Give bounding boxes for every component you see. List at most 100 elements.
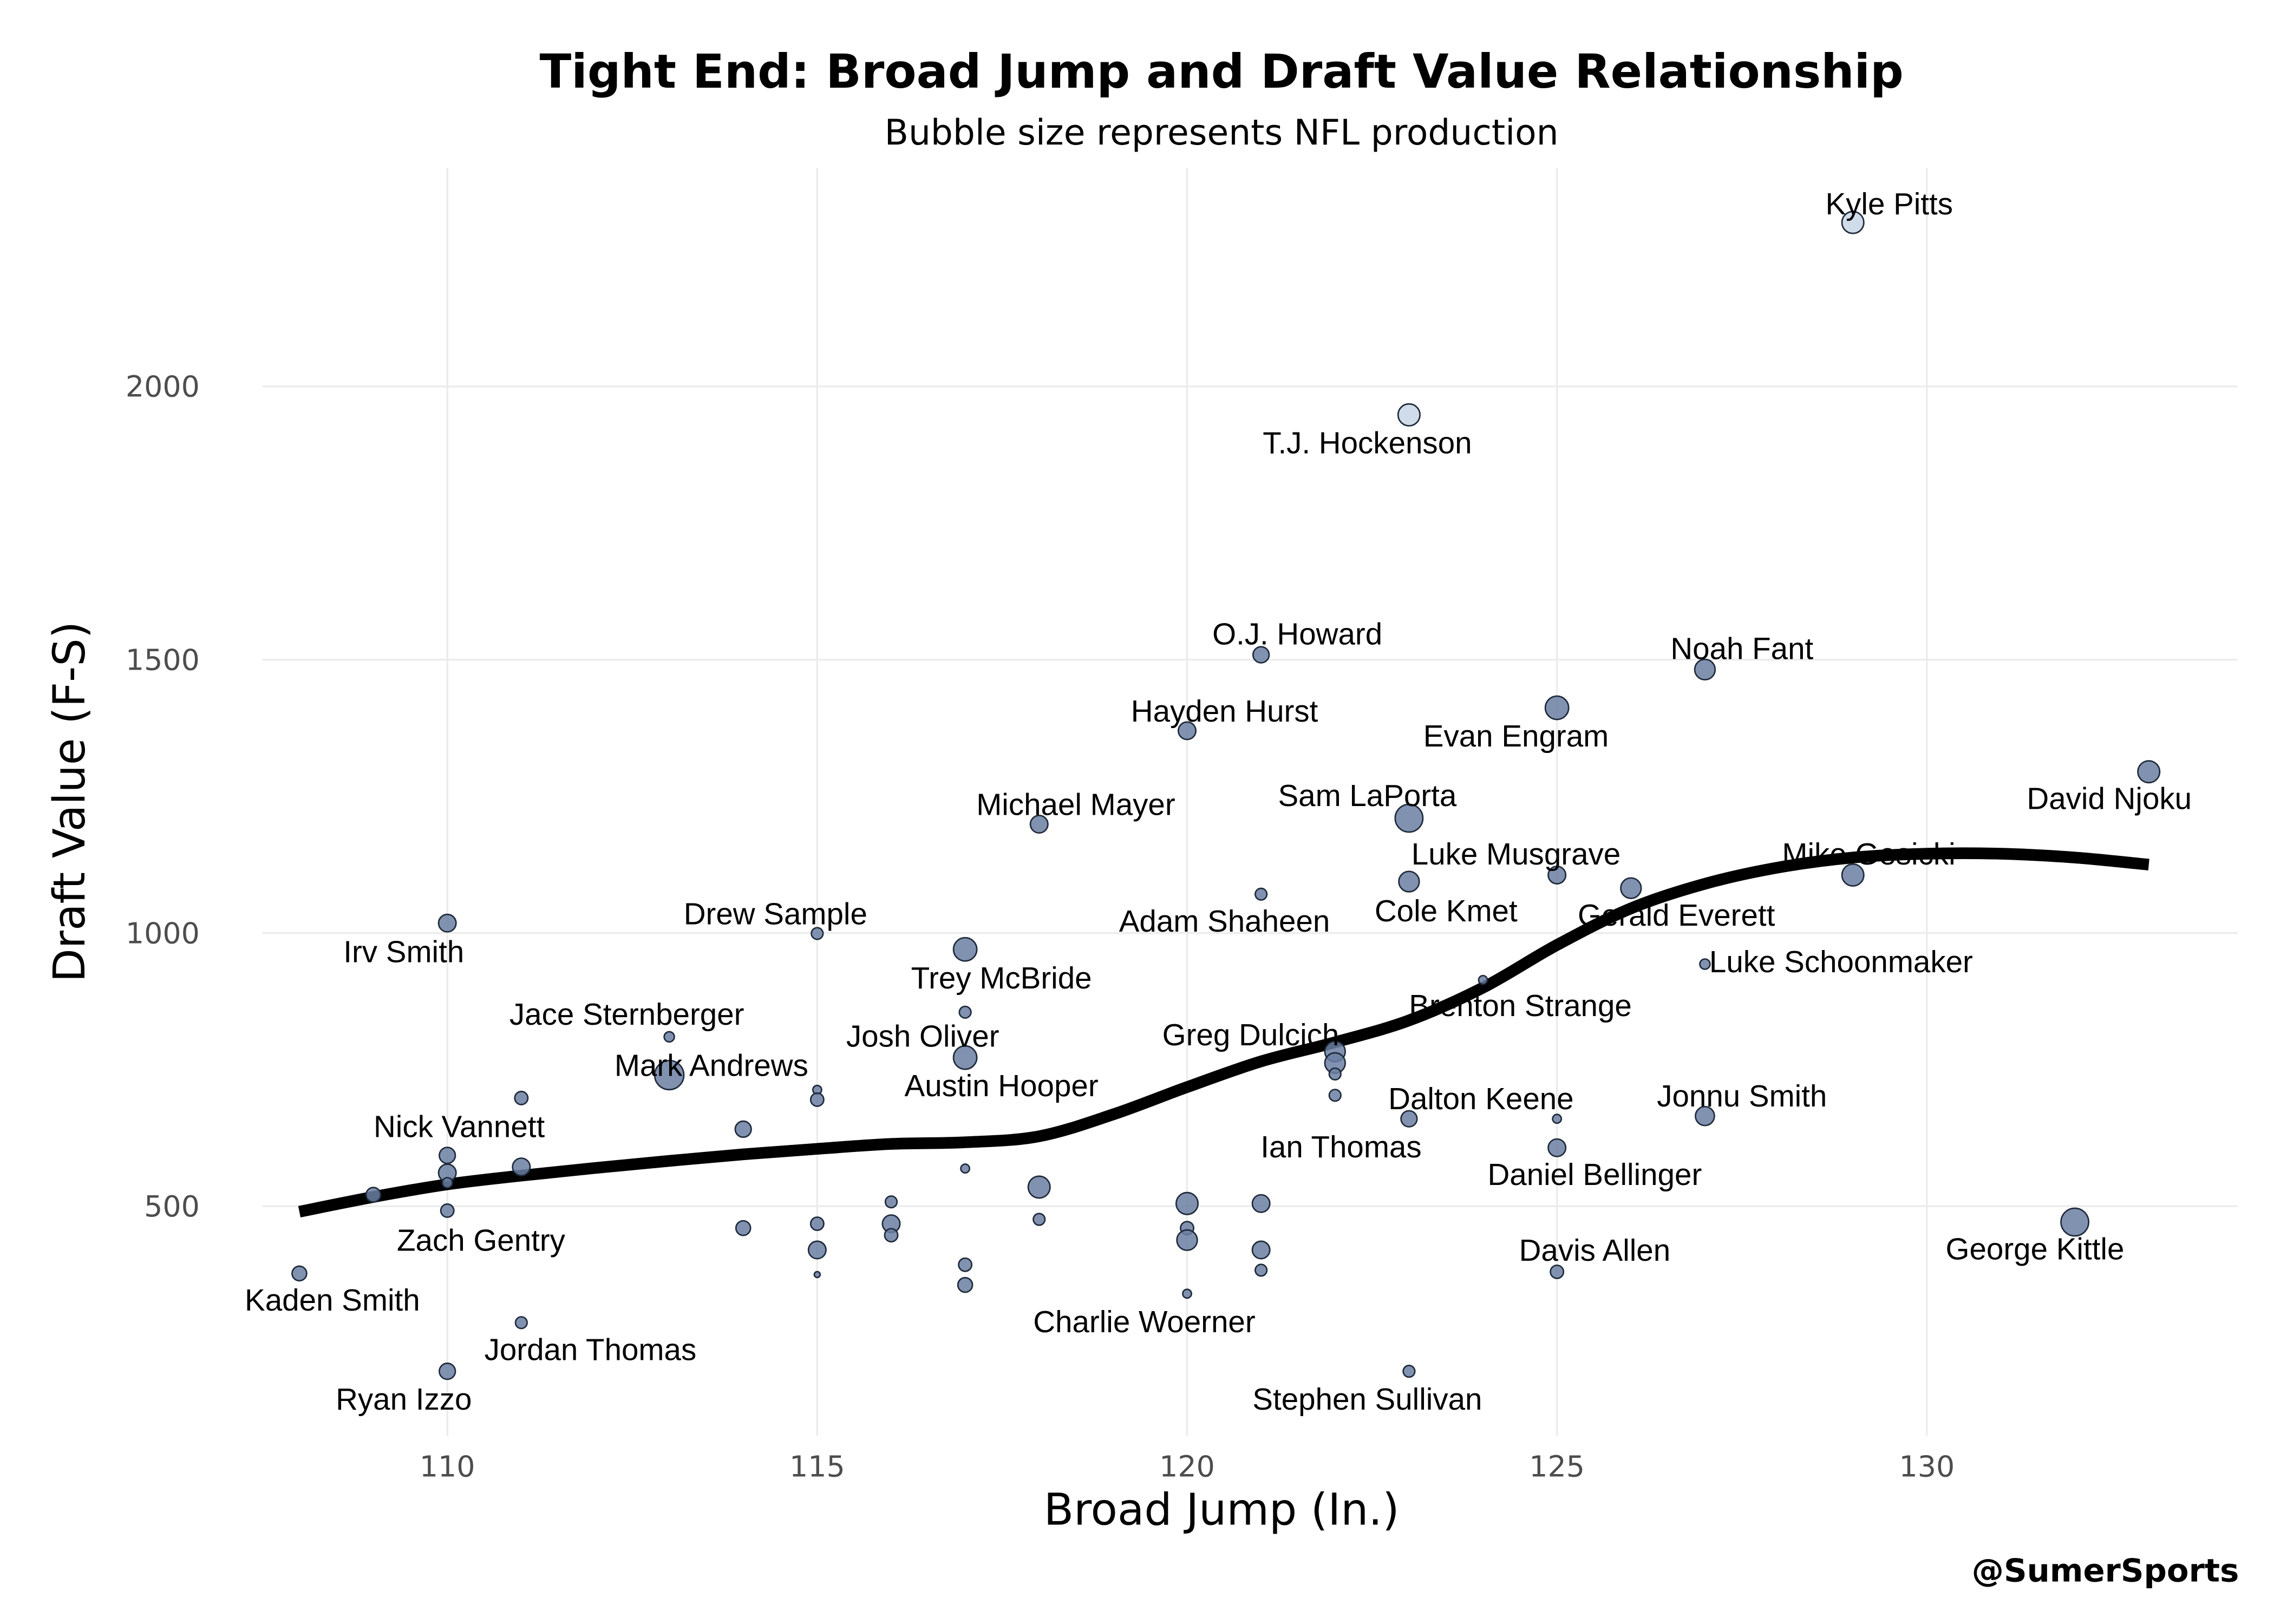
data-point [1402,1365,1416,1378]
data-point [1182,1288,1192,1299]
data-point [1547,865,1567,885]
point-label: Cole Kmet [1375,894,1518,928]
y-tick-label: 1000 [126,916,200,950]
data-point [1550,1264,1565,1279]
data-point [654,1059,685,1091]
data-point [1254,887,1268,901]
point-label: Stephen Sullivan [1252,1382,1482,1416]
data-point [439,1147,456,1164]
point-label: Luke Schoonmaker [1709,945,1973,979]
point-label: Mark Andrews [615,1048,808,1082]
point-label: Adam Shaheen [1119,904,1330,938]
data-point [437,913,457,933]
point-label: David Njoku [2027,782,2192,816]
point-label: Drew Sample [684,896,867,931]
data-point [960,1163,971,1174]
data-point [1547,1138,1567,1157]
y-axis-title: Draft Value (F-S) [44,621,95,982]
point-label: Ryan Izzo [336,1382,472,1416]
data-point [365,1187,382,1203]
tick-labels: 110 115 120 125 130 500 1000 1500 2000 [126,370,1955,1484]
data-point [2137,760,2161,784]
data-point [958,1257,973,1272]
data-point [1397,403,1421,427]
data-point [1033,1213,1046,1226]
point-label: Luke Musgrave [1412,837,1620,871]
data-point [952,1045,978,1070]
point-label: Josh Oliver [846,1019,999,1053]
trend-line [298,847,2149,1217]
point-label: Austin Hooper [905,1069,1099,1103]
data-point [440,1203,455,1218]
data-point [958,1005,972,1019]
data-point [1328,1089,1342,1102]
y-tick-label: 500 [144,1189,200,1223]
data-point [1695,1105,1715,1127]
data-point [514,1090,529,1105]
point-label: Mike Gesicki [1782,837,1955,871]
chart-subtitle: Bubble size represents NFL production [885,113,1559,153]
point-label: Jonnu Smith [1657,1079,1827,1113]
data-point [1254,1263,1268,1277]
data-point [809,1092,825,1107]
data-point [1841,211,1865,234]
data-point [811,927,824,940]
data-point [291,1265,308,1282]
point-label: Davis Allen [1519,1233,1671,1267]
data-point [1176,1229,1198,1252]
data-point [735,1220,752,1236]
data-point [663,1031,675,1043]
data-point [1694,658,1716,681]
point-label: Irv Smith [343,934,464,968]
data-point [1394,803,1424,833]
data-point [1029,815,1049,834]
x-tick-label: 115 [789,1450,845,1484]
data-point [884,1195,898,1209]
data-point [1251,1194,1271,1213]
y-tick-label: 1500 [126,643,200,677]
chart-title: Tight End: Broad Jump and Draft Value Re… [540,45,1904,99]
data-point [952,937,978,962]
point-label: Brenton Strange [1409,988,1632,1023]
point-label: Zach Gentry [397,1223,566,1257]
data-point [957,1276,973,1293]
data-point [1699,958,1711,970]
points-group [291,211,2161,1380]
data-point [1328,1067,1342,1081]
point-label: Charlie Woerner [1033,1305,1255,1339]
point-label: Sam LaPorta [1278,778,1456,813]
y-tick-label: 2000 [126,370,200,404]
data-point [439,1363,456,1380]
data-point [2060,1207,2090,1237]
data-point [1027,1175,1051,1199]
point-label: Noah Fant [1670,631,1813,665]
trend-line-group [298,847,2149,1217]
point-label: Ian Thomas [1260,1130,1421,1164]
point-label: O.J. Howard [1212,617,1382,651]
data-point [1841,863,1865,887]
data-point [1400,1110,1418,1128]
point-label: Jace Sternberger [509,997,744,1031]
data-point [807,1240,827,1260]
data-point [1398,870,1420,893]
point-label: George Kittle [1946,1232,2125,1266]
x-tick-label: 120 [1159,1450,1215,1484]
point-label: Hayden Hurst [1131,694,1318,728]
gridlines [262,167,2238,1436]
point-label: Kaden Smith [245,1283,420,1317]
point-label: Nick Vannett [374,1109,545,1143]
point-labels-group: Kyle Pitts T.J. Hockenson O.J. Howard Noah … [245,187,2192,1416]
data-point [512,1157,531,1177]
point-label: Daniel Bellinger [1487,1157,1702,1191]
point-label: Jordan Thomas [485,1332,697,1366]
data-point [1552,1114,1563,1124]
data-point [1252,646,1270,664]
point-label: Greg Dulcich [1162,1018,1339,1052]
point-label: T.J. Hockenson [1263,426,1472,460]
point-label: Trey McBride [911,961,1092,995]
point-label: Kyle Pitts [1825,187,1953,221]
data-point [1178,721,1197,741]
point-label: Evan Engram [1423,719,1609,753]
x-tick-label: 125 [1529,1450,1585,1484]
